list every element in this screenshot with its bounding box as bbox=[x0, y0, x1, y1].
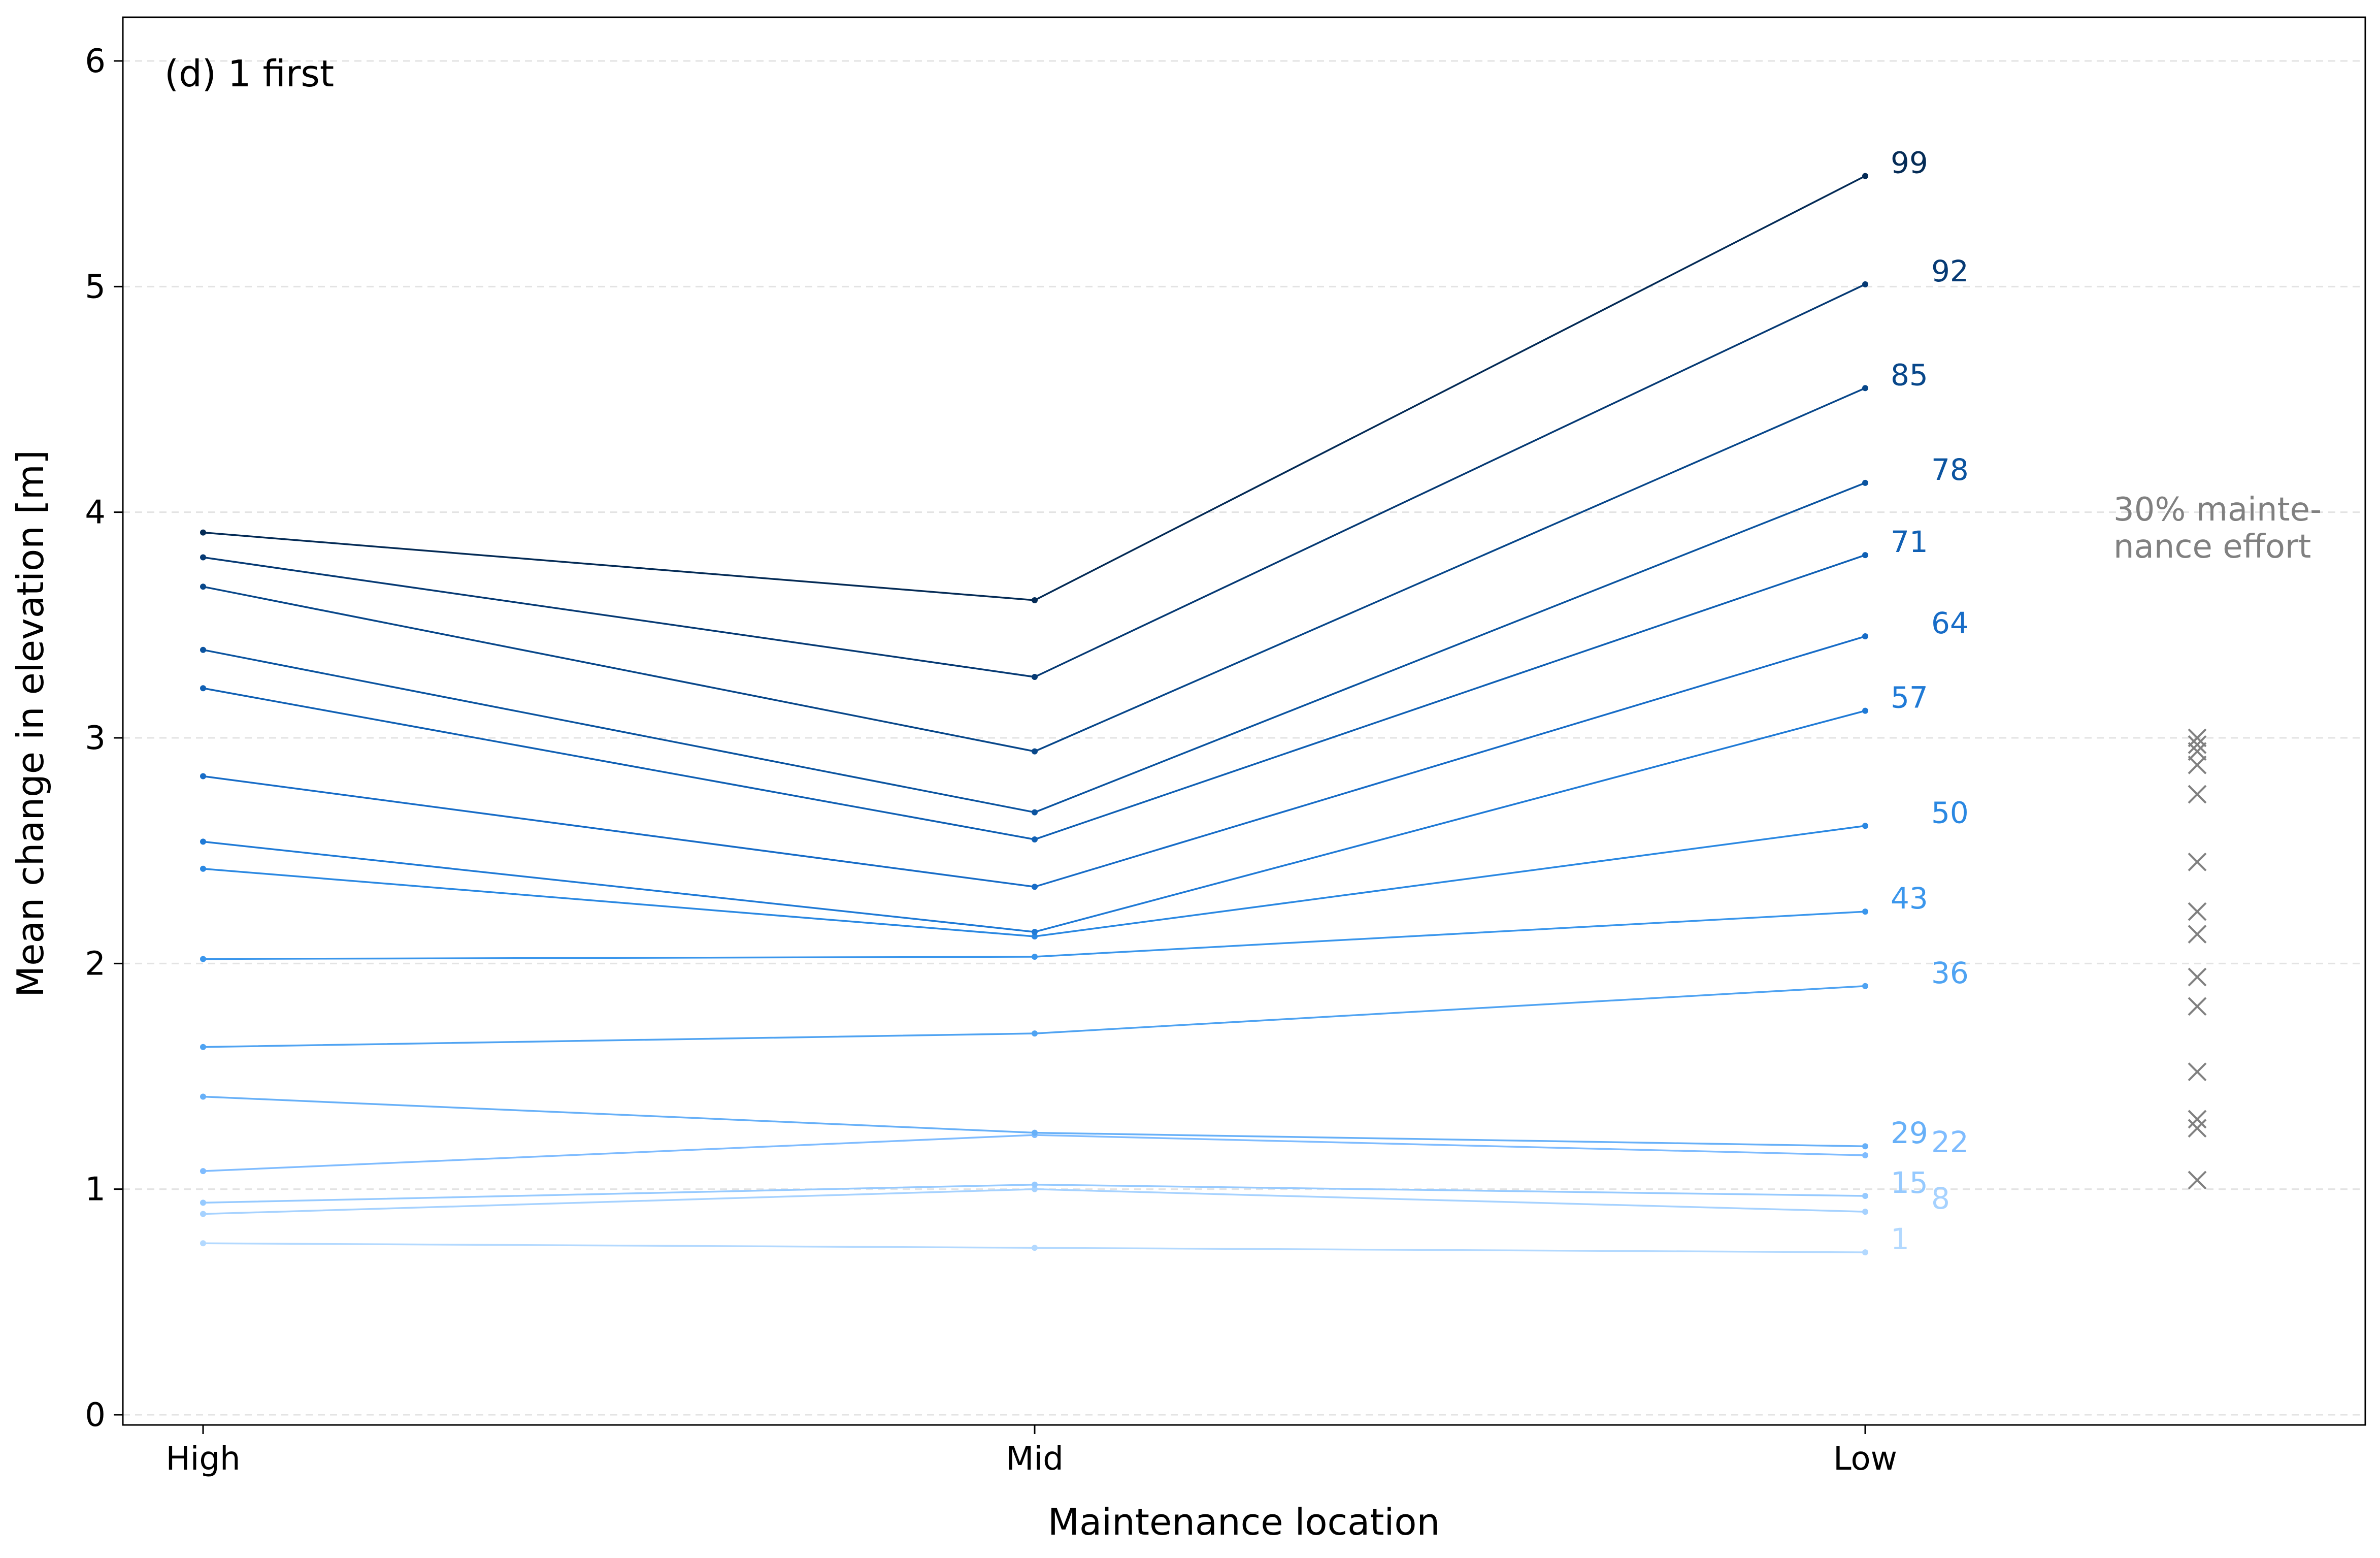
data-point bbox=[1862, 552, 1868, 559]
series-label: 92 bbox=[1931, 254, 1969, 288]
series-label: 99 bbox=[1891, 146, 1928, 180]
x-tick-label: High bbox=[166, 1440, 240, 1478]
data-point bbox=[1862, 823, 1868, 829]
y-tick-label: 1 bbox=[85, 1171, 106, 1209]
series-label: 64 bbox=[1931, 606, 1969, 640]
data-point bbox=[200, 865, 206, 872]
series-label: 36 bbox=[1931, 956, 1969, 990]
data-point bbox=[1032, 597, 1038, 603]
series-label: 15 bbox=[1891, 1165, 1928, 1200]
effort-marker bbox=[2188, 967, 2207, 987]
y-tick-label: 4 bbox=[85, 494, 106, 532]
data-point bbox=[1032, 809, 1038, 816]
y-axis-title: Mean change in elevation [m] bbox=[9, 450, 52, 997]
y-tick-label: 5 bbox=[85, 268, 106, 306]
data-point bbox=[1032, 1129, 1038, 1136]
data-point bbox=[200, 685, 206, 692]
effort-marker bbox=[2188, 997, 2207, 1016]
series-label: 50 bbox=[1931, 795, 1969, 830]
y-tick-label: 3 bbox=[85, 720, 106, 757]
data-point bbox=[1862, 1143, 1868, 1150]
data-point bbox=[1032, 836, 1038, 842]
effort-marker bbox=[2188, 785, 2207, 804]
x-tick-label: Mid bbox=[1006, 1440, 1064, 1478]
data-point bbox=[200, 956, 206, 962]
data-point bbox=[200, 773, 206, 780]
data-point bbox=[1862, 281, 1868, 287]
data-point bbox=[1032, 954, 1038, 960]
series-label: 57 bbox=[1891, 680, 1928, 715]
effort-marker bbox=[2188, 925, 2207, 944]
effort-marker bbox=[2188, 1171, 2207, 1190]
data-point bbox=[200, 554, 206, 561]
data-point bbox=[200, 1199, 206, 1206]
series-label: 85 bbox=[1891, 358, 1928, 392]
series-lines bbox=[200, 173, 1868, 1256]
data-point bbox=[1862, 1209, 1868, 1215]
data-point bbox=[200, 1240, 206, 1247]
data-point bbox=[1032, 674, 1038, 680]
data-point bbox=[1032, 884, 1038, 890]
x-tick-label: Low bbox=[1833, 1440, 1897, 1478]
data-point bbox=[1032, 1245, 1038, 1251]
data-point bbox=[1862, 173, 1868, 179]
data-point bbox=[1862, 633, 1868, 640]
series-label: 71 bbox=[1891, 525, 1928, 559]
effort-marker bbox=[2188, 735, 2207, 754]
data-point bbox=[200, 1168, 206, 1175]
data-point bbox=[200, 583, 206, 590]
effort-marker bbox=[2188, 1110, 2207, 1129]
x-axis-title: Maintenance location bbox=[1048, 1501, 1440, 1543]
effort-markers bbox=[2188, 728, 2207, 1190]
effort-marker bbox=[2188, 1119, 2207, 1138]
y-tick-label: 6 bbox=[85, 43, 106, 80]
y-tick-label: 2 bbox=[85, 945, 106, 983]
effort-marker bbox=[2188, 1062, 2207, 1082]
data-point bbox=[1032, 748, 1038, 755]
data-point bbox=[1032, 929, 1038, 935]
data-point bbox=[1862, 983, 1868, 989]
data-point bbox=[1862, 908, 1868, 915]
gridlines bbox=[123, 60, 2365, 1416]
series-label: 1 bbox=[1891, 1222, 1909, 1256]
x-axis: High Mid Low bbox=[166, 1425, 1897, 1478]
effort-marker bbox=[2188, 852, 2207, 871]
effort-marker bbox=[2188, 728, 2207, 748]
data-point bbox=[1862, 1152, 1868, 1159]
data-point bbox=[200, 838, 206, 845]
panel-label: (d) 1 first bbox=[164, 52, 334, 95]
data-point bbox=[200, 529, 206, 536]
y-tick-label: 0 bbox=[85, 1397, 106, 1434]
data-point bbox=[1032, 933, 1038, 940]
data-point bbox=[1862, 479, 1868, 486]
data-point bbox=[1862, 1192, 1868, 1199]
plot-frame bbox=[122, 16, 2366, 1426]
data-point bbox=[200, 1093, 206, 1100]
series-label: 22 bbox=[1931, 1125, 1969, 1159]
data-point bbox=[1032, 1181, 1038, 1188]
data-point bbox=[1032, 1030, 1038, 1037]
series-label: 43 bbox=[1891, 881, 1928, 916]
data-point bbox=[200, 646, 206, 653]
annotation-line-2: nance effort bbox=[2113, 528, 2311, 566]
data-point bbox=[200, 1211, 206, 1217]
series-label: 29 bbox=[1891, 1116, 1928, 1150]
annotation-line-1: 30% mainte- bbox=[2113, 491, 2322, 529]
data-point bbox=[200, 1044, 206, 1050]
series-label: 8 bbox=[1931, 1181, 1950, 1216]
data-point bbox=[1862, 385, 1868, 392]
effort-marker bbox=[2188, 755, 2207, 774]
effort-marker bbox=[2188, 742, 2207, 761]
effort-marker bbox=[2188, 902, 2207, 921]
y-axis: 0 1 2 3 4 5 6 bbox=[85, 43, 123, 1434]
data-point bbox=[1032, 1186, 1038, 1192]
series-label: 78 bbox=[1931, 452, 1969, 487]
data-point bbox=[1862, 1249, 1868, 1256]
data-point bbox=[1862, 707, 1868, 714]
